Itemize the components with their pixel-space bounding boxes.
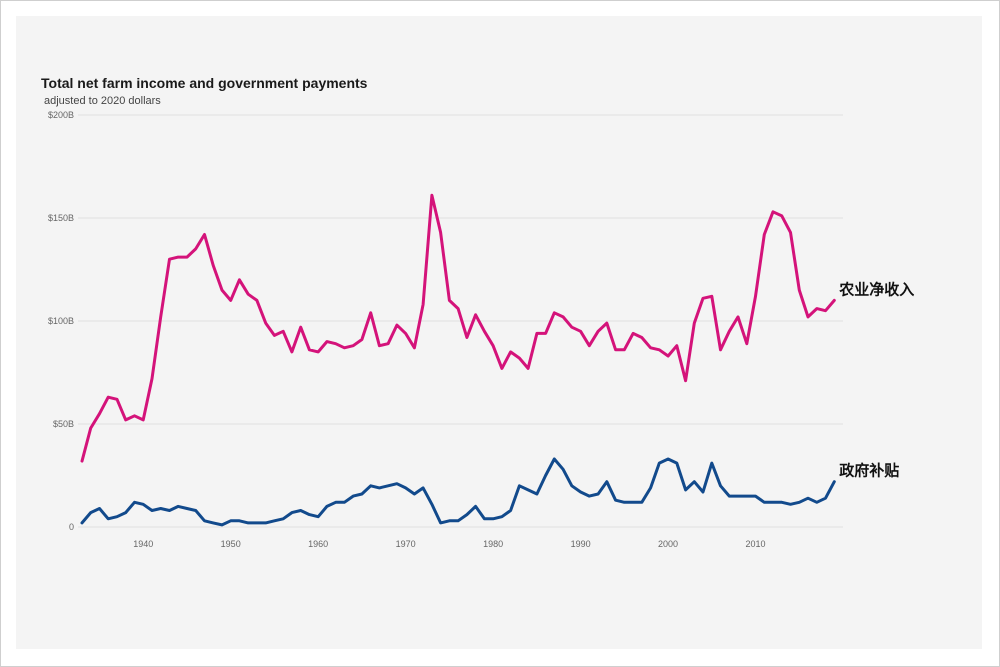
- x-tick-label: 2000: [658, 539, 678, 549]
- x-tick-label: 1990: [571, 539, 591, 549]
- chart-title: Total net farm income and government pay…: [41, 75, 368, 91]
- y-tick-label: $150B: [48, 213, 74, 223]
- series-label-0: 农业净收入: [838, 280, 914, 298]
- y-axis-ticks: 0 $50B $100B $150B $200B: [48, 110, 74, 532]
- x-tick-label: 1980: [483, 539, 503, 549]
- x-tick-label: 1970: [396, 539, 416, 549]
- x-axis-ticks: 1940 1950 1960 1970 1980 1990 2000 2010: [133, 539, 765, 549]
- series-line-1: [80, 457, 836, 527]
- series-line-0: [80, 193, 836, 463]
- x-tick-label: 2010: [746, 539, 766, 549]
- chart-subtitle: adjusted to 2020 dollars: [44, 95, 161, 107]
- series-label-1: 政府补贴: [839, 462, 899, 480]
- x-tick-label: 1950: [221, 539, 241, 549]
- y-tick-label: $100B: [48, 316, 74, 326]
- chart-panel: [16, 16, 982, 649]
- x-tick-label: 1940: [133, 539, 153, 549]
- y-tick-label: $50B: [53, 419, 74, 429]
- y-tick-label: $200B: [48, 110, 74, 120]
- series-lines: [80, 193, 836, 527]
- y-tick-label: 0: [69, 522, 74, 532]
- x-tick-label: 1960: [308, 539, 328, 549]
